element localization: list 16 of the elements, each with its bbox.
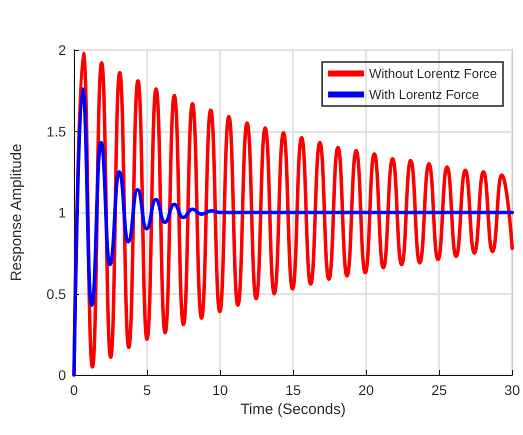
y-tick-label: 1 (58, 204, 66, 220)
y-tick-label: 2 (58, 42, 66, 58)
y-tick-label: 0.5 (46, 286, 66, 302)
y-tick-label: 1.5 (46, 123, 66, 140)
x-tick-label: 0 (70, 382, 78, 398)
x-tick-label: 10 (212, 382, 228, 398)
x-axis-title: Time (Seconds) (240, 400, 346, 418)
x-tick-label: 5 (143, 382, 152, 398)
x-tick-label: 15 (285, 382, 302, 398)
x-tick-label: 25 (431, 382, 448, 398)
legend-label: With Lorentz Force (369, 87, 479, 102)
legend-label: Without Lorentz Force (369, 66, 498, 81)
y-tick-label: 0 (58, 367, 66, 383)
x-tick-label: 30 (504, 382, 520, 398)
y-axis-title: Response Amplitude (8, 144, 25, 282)
x-tick-label: 20 (358, 382, 374, 398)
